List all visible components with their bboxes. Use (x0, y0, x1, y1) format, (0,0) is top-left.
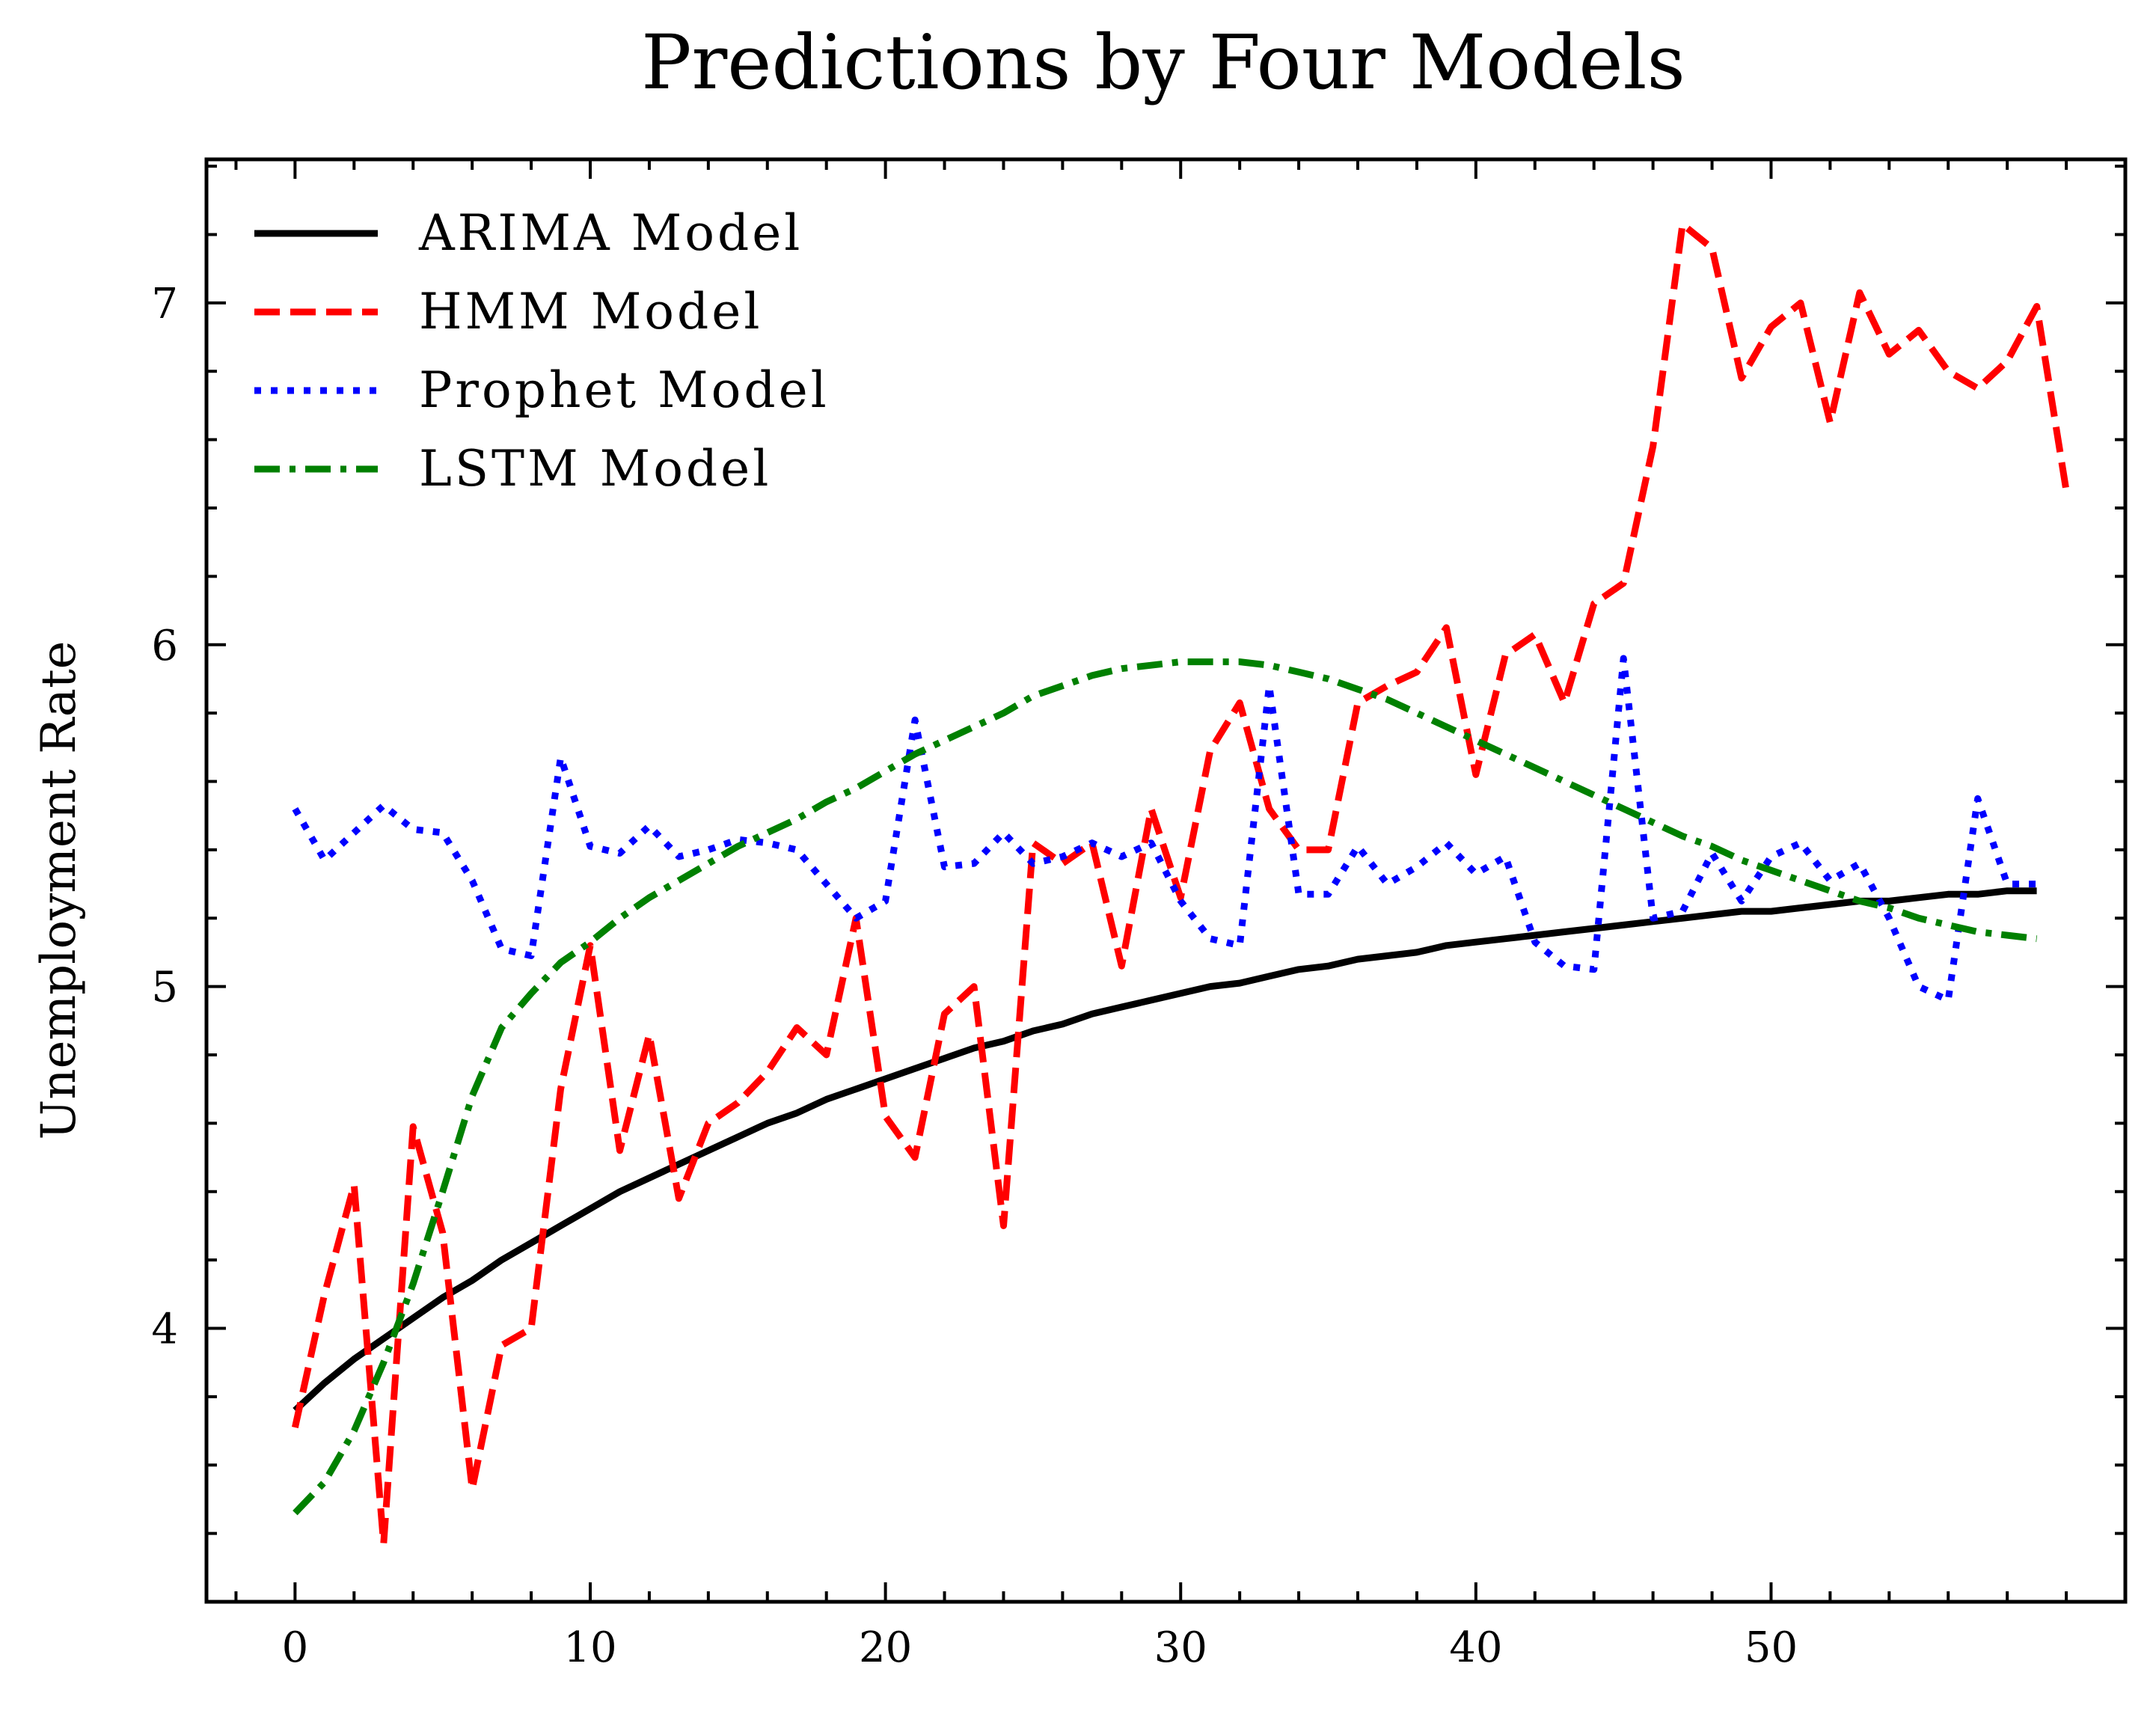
legend-label: ARIMA Model (418, 204, 803, 262)
x-tick-label: 10 (563, 1623, 616, 1672)
x-tick-label: 50 (1745, 1623, 1798, 1672)
series-line-hmm-model (292, 221, 2070, 1547)
y-tick-label: 6 (151, 622, 178, 670)
plot-frame (204, 157, 2128, 1604)
legend-label: LSTM Model (419, 440, 771, 498)
legend: ARIMA Model HMM Model Prophet Model LSTM Mo… (254, 204, 830, 498)
legend-label: HMM Model (419, 283, 762, 340)
series-line-lstm-model (293, 658, 2038, 1516)
series-line-prophet-model (292, 655, 2037, 1004)
y-tick-label: 7 (151, 280, 178, 328)
x-tick-label: 20 (859, 1623, 912, 1672)
chart-title: Predictions by Four Models (641, 19, 1685, 106)
y-tick-label: 5 (151, 964, 178, 1012)
legend-label: Prophet Model (419, 361, 830, 419)
series-line-arima-model (293, 887, 2037, 1413)
series-layer (292, 221, 2070, 1547)
y-axis-label: Unemployment Rate (31, 640, 87, 1139)
x-tick-label: 30 (1154, 1623, 1207, 1672)
x-tick-label: 40 (1449, 1623, 1502, 1672)
x-tick-label: 0 (282, 1623, 309, 1672)
y-tick-label: 4 (151, 1306, 178, 1354)
